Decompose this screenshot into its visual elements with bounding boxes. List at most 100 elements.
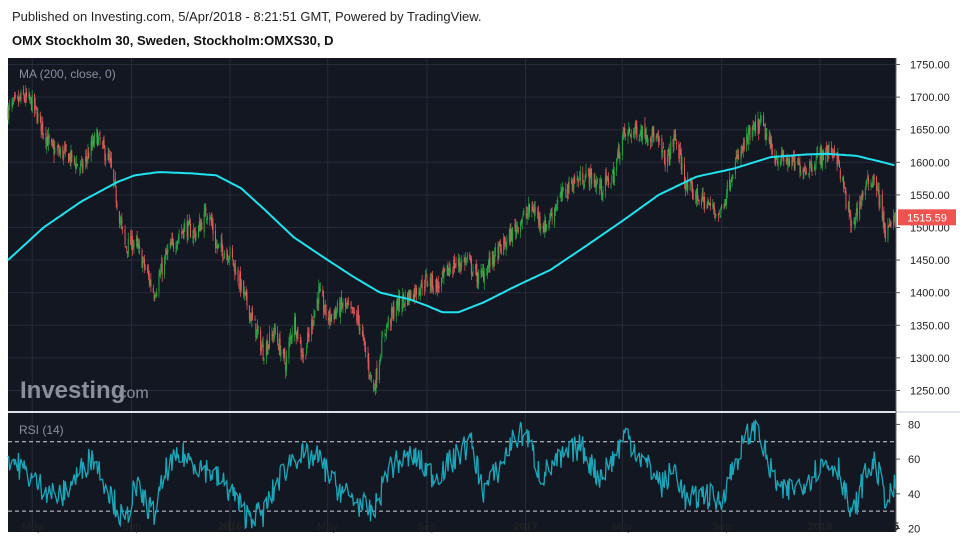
candle [549, 209, 551, 222]
candle [800, 165, 802, 176]
candle [359, 323, 361, 335]
candle [843, 175, 845, 193]
candle [755, 114, 757, 136]
candle [200, 219, 202, 232]
candle [167, 243, 169, 261]
candle [834, 144, 836, 158]
candle [446, 265, 448, 276]
candle [110, 151, 112, 169]
candle [181, 230, 183, 234]
candle [126, 251, 128, 259]
candle [59, 146, 61, 159]
candle [278, 333, 280, 355]
candle [447, 261, 449, 277]
candle [403, 303, 405, 308]
candle [235, 259, 237, 275]
candle [209, 212, 211, 226]
candle [267, 340, 269, 355]
candle [195, 231, 197, 241]
candle [73, 155, 75, 165]
candle [306, 326, 308, 349]
ma-indicator-label[interactable]: MA (200, close, 0) [19, 67, 116, 81]
price-axis[interactable]: 1750.00 1700.00 1650.00 1600.00 1550.00 1500.… [895, 58, 950, 532]
candle [437, 275, 439, 294]
price-tag-bg [898, 209, 956, 226]
candle [110, 150, 112, 168]
candle [156, 288, 158, 299]
candle [653, 125, 655, 143]
candle [850, 209, 852, 234]
rsi-axis[interactable]: 80 60 40 20 [896, 419, 920, 536]
candle [633, 127, 635, 140]
candle [809, 161, 811, 169]
candle [367, 346, 369, 370]
ma-200-line [7, 152, 895, 314]
rsi-indicator-label[interactable]: RSI (14) [19, 423, 64, 437]
candle [859, 195, 861, 222]
candle [478, 269, 480, 290]
candle [551, 206, 553, 225]
candle [339, 296, 341, 318]
candle [629, 126, 631, 134]
candle [595, 179, 597, 193]
candle [385, 333, 387, 337]
candle [294, 313, 296, 336]
candle [8, 102, 10, 125]
candle [399, 290, 401, 313]
rsi-pane[interactable] [7, 418, 897, 530]
candle [579, 170, 581, 181]
candle [438, 281, 440, 293]
candle [573, 175, 575, 194]
candle [482, 263, 484, 283]
candle [540, 223, 542, 236]
candle [855, 202, 857, 220]
candle [675, 128, 677, 141]
candle [252, 305, 254, 321]
candle [178, 229, 180, 244]
candle [623, 127, 625, 140]
candle [505, 241, 507, 256]
candle [640, 123, 642, 136]
candle [828, 141, 830, 159]
candle [516, 221, 518, 233]
candle [150, 272, 152, 292]
candle [486, 267, 488, 276]
candle [556, 199, 558, 211]
candle [658, 130, 660, 148]
candle [521, 216, 523, 230]
candle [702, 187, 704, 203]
price-pane[interactable] [7, 85, 897, 396]
candle [878, 182, 880, 212]
candle [608, 172, 610, 189]
candle [136, 230, 138, 250]
candle [813, 161, 815, 171]
candle [650, 134, 652, 148]
candle [284, 347, 286, 366]
candle [698, 199, 700, 206]
candle [539, 211, 541, 233]
candle [350, 301, 352, 314]
candle [369, 373, 371, 380]
candle [102, 136, 104, 150]
price-tick-label: 1450.00 [910, 255, 950, 267]
candle [591, 167, 593, 189]
candle [651, 126, 653, 147]
candle [600, 175, 602, 191]
candle [340, 290, 342, 313]
candle [667, 147, 669, 156]
candle [785, 156, 787, 165]
candle [579, 165, 581, 186]
candle [642, 125, 644, 145]
candle [240, 278, 242, 293]
candle [189, 214, 191, 225]
candle [884, 222, 886, 238]
candle [166, 244, 168, 260]
candle [583, 180, 585, 190]
candle [155, 292, 157, 298]
candle [870, 179, 872, 191]
candle [441, 277, 443, 293]
time-axis[interactable]: May Sep 2016 May Sep 2017 May Sep 2018 5 [22, 521, 899, 533]
candle [126, 246, 128, 254]
candle [74, 157, 76, 167]
